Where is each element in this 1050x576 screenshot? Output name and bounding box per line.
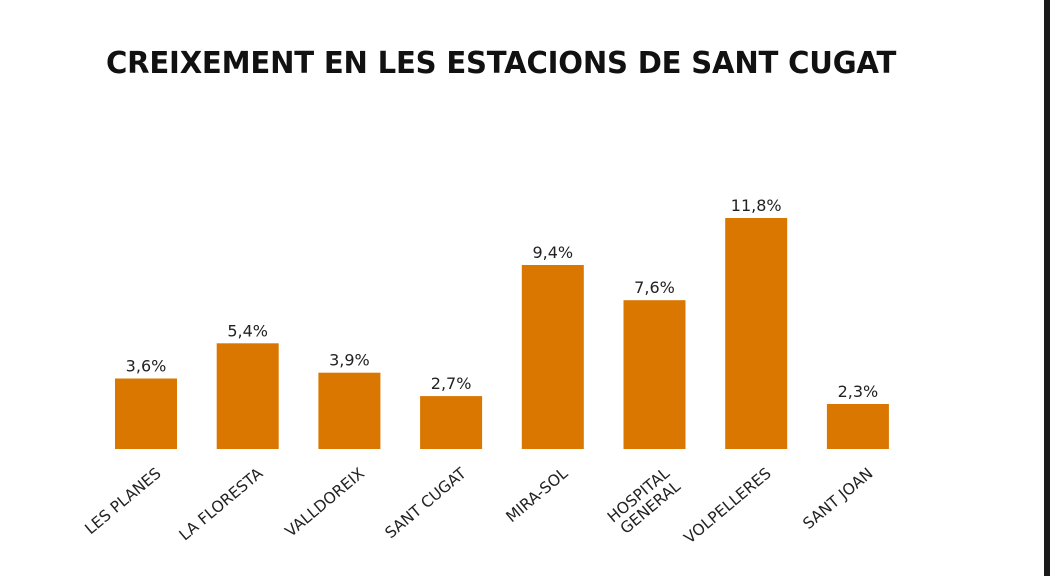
bar-la-floresta	[216, 343, 279, 449]
category-label: LES PLANES	[81, 464, 164, 538]
category-label: VOLPELLERES	[681, 464, 775, 547]
value-label: 9,4%	[532, 243, 573, 262]
category-label: LA FLORESTA	[176, 464, 267, 544]
category-label: MIRA-SOL	[503, 464, 572, 526]
value-label: 2,3%	[838, 382, 879, 401]
category-label: HOSPITALGENERAL	[604, 464, 684, 539]
chart-title: CREIXEMENT EN LES ESTACIONS DE SANT CUGA…	[106, 46, 897, 81]
bar-les-planes	[115, 378, 177, 449]
category-label: VALLDOREIX	[282, 464, 368, 541]
bar-hospital-general	[623, 300, 686, 449]
right-edge-border	[1044, 0, 1050, 576]
bar-valldoreix	[318, 372, 381, 449]
category-label: SANT JOAN	[799, 464, 876, 533]
category-labels-group: LES PLANES LA FLORESTA VALLDOREIX SANT CUGA…	[81, 464, 876, 547]
category-label: SANT CUGAT	[382, 464, 470, 542]
value-label: 2,7%	[431, 374, 472, 393]
bar-sant-cugat	[420, 396, 483, 449]
value-label: 11,8%	[731, 196, 782, 215]
bars-group	[115, 218, 889, 449]
value-label: 3,6%	[126, 357, 167, 376]
value-label: 3,9%	[329, 351, 370, 370]
value-labels-group: 3,6% 5,4% 3,9% 2,7% 9,4% 7,6% 11,8% 2,3%	[126, 196, 879, 401]
bar-sant-joan	[826, 404, 889, 449]
value-label: 5,4%	[227, 321, 268, 340]
value-label: 7,6%	[634, 278, 675, 297]
bar-mira-sol	[521, 265, 584, 449]
bar-volpelleres	[725, 218, 788, 449]
